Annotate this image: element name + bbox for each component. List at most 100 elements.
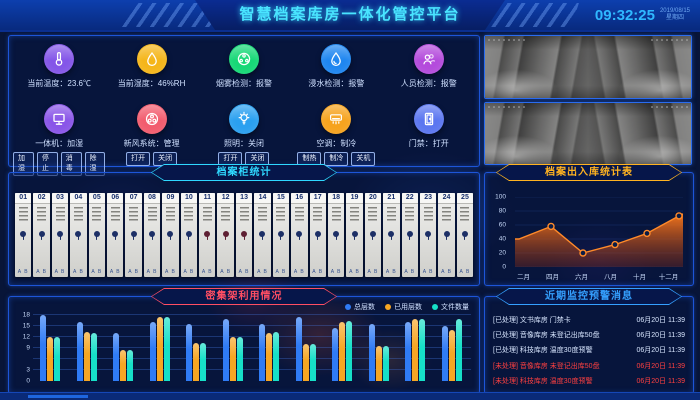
bar-group xyxy=(368,315,389,381)
x-tick-label: 十二月 xyxy=(658,274,679,281)
alert-message[interactable]: [未处理] 科技库房 温度30度预警 06月20日 11:39 xyxy=(493,377,685,385)
bar xyxy=(149,322,156,381)
bar xyxy=(382,346,389,381)
legend-dot-icon xyxy=(345,304,351,310)
alert-message[interactable]: [已处理] 文书库房 门禁卡 06月20日 11:39 xyxy=(493,317,685,325)
control-label: 新风系统：管理 xyxy=(123,139,180,148)
bar xyxy=(127,349,134,381)
y-tick-label: 100 xyxy=(495,193,506,201)
cabinet-19[interactable]: 19 A B xyxy=(346,193,363,277)
shelf-usage-panel: 密集架利用情况 总层数 已用层数 文件数量 18 15 12 9 3 0 xyxy=(8,296,480,394)
sensor-card-temperature[interactable]: 当前温度：23.6℃ xyxy=(13,39,105,99)
bar-group xyxy=(295,315,316,381)
cabinet-18[interactable]: 18 A B xyxy=(327,193,345,277)
y-tick-label: 9 xyxy=(26,344,30,352)
control-buttons: 制热 制冷 关机 xyxy=(297,152,376,166)
area-chart: 100 80 60 40 20 0 xyxy=(495,194,684,271)
cabinet-12[interactable]: 12 A B xyxy=(217,193,234,277)
y-tick-label: 40 xyxy=(498,235,506,243)
y-tick-label: 15 xyxy=(22,322,30,330)
cabinet-11[interactable]: 11 A B xyxy=(199,193,216,277)
bar xyxy=(441,326,448,381)
cabinet-16[interactable]: 16 A B xyxy=(291,193,308,277)
cctv-frame-1[interactable] xyxy=(484,35,692,99)
legend-item[interactable]: 文件数量 xyxy=(432,302,469,312)
control-button[interactable]: 制冷 xyxy=(324,152,349,166)
bar xyxy=(90,333,97,381)
cabinet-09[interactable]: 09 A B xyxy=(162,193,179,277)
sensor-card-humidity[interactable]: 当前湿度：46%RH xyxy=(105,39,197,99)
bar xyxy=(163,316,170,381)
sensor-card-smoke[interactable]: 烟雾检测：报警 xyxy=(198,39,290,99)
cctv-view xyxy=(588,102,691,164)
cabinet-08[interactable]: 08 A B xyxy=(143,193,161,277)
panel-title: 档案柜统计 xyxy=(216,167,272,178)
area-chart-x-labels: 二月 四月 六月 八月 十月 十二月 xyxy=(509,271,683,281)
bar xyxy=(193,342,200,381)
cabinet-10[interactable]: 10 A B xyxy=(180,193,198,277)
cabinet-23[interactable]: 23 A B xyxy=(419,193,437,277)
bar xyxy=(236,337,243,381)
control-button[interactable]: 打开 xyxy=(218,152,243,166)
cabinet-21[interactable]: 21 A B xyxy=(383,193,400,277)
panel-title: 近期监控预警消息 xyxy=(545,291,633,302)
clock-date-value: 2019/08/15 xyxy=(659,8,690,14)
bar xyxy=(309,344,316,381)
cabinet-22[interactable]: 22 A B xyxy=(401,193,418,277)
control-card-fresh-air[interactable]: 新风系统：管理 打开 关闭 xyxy=(105,99,197,176)
cabinet-01[interactable]: 01 A B xyxy=(15,193,32,277)
control-button[interactable]: 关闭 xyxy=(245,152,270,166)
legend-item[interactable]: 已用层数 xyxy=(385,302,422,312)
alert-message[interactable]: [已处理] 科技库房 温度30度预警 06月20日 11:39 xyxy=(493,347,685,355)
bar xyxy=(448,329,455,381)
cctv-view xyxy=(485,36,588,98)
legend-dot-icon xyxy=(385,304,391,310)
bar-group xyxy=(441,315,462,381)
page-title-band: 智慧档案库房一体化管控平台 xyxy=(195,0,505,30)
cabinet-17[interactable]: 17 A B xyxy=(309,193,326,277)
bar xyxy=(266,333,273,381)
clock-date: 2019/08/15 星期四 xyxy=(660,8,690,22)
control-card-all-in-one[interactable]: 一体机：加湿 加湿 停止 消毒 除湿 xyxy=(13,99,106,176)
bar xyxy=(339,322,346,381)
control-card-air-conditioner[interactable]: 空调：制冷 制热 制冷 关机 xyxy=(290,99,382,176)
cabinet-06[interactable]: 06 A B xyxy=(107,193,124,277)
cabinet-07[interactable]: 07 A B xyxy=(125,193,142,277)
cabinet-20[interactable]: 20 A B xyxy=(364,193,382,277)
cabinet-24[interactable]: 24 A B xyxy=(438,193,455,277)
legend-dot-icon xyxy=(432,304,438,310)
y-tick-label: 3 xyxy=(26,366,30,374)
sensor-card-water-leak[interactable]: 浸水检测：报警 xyxy=(290,39,382,99)
bar xyxy=(375,346,382,381)
cctv-frame-2[interactable] xyxy=(484,101,692,165)
cabinet-15[interactable]: 15 A B xyxy=(272,193,290,277)
cabinet-stats-panel: 档案柜统计 01 A B 02 A B 03 A B 04 A B 05 A B 06 A B 07 A … xyxy=(8,172,480,286)
sensor-label: 人员检测：报警 xyxy=(400,79,457,88)
y-tick-label: 12 xyxy=(22,333,30,341)
cabinet-13[interactable]: 13 A B xyxy=(235,193,253,277)
legend-item[interactable]: 总层数 xyxy=(345,302,375,312)
control-button[interactable]: 关闭 xyxy=(153,152,178,166)
x-tick-label: 六月 xyxy=(575,274,588,281)
y-tick-label: 0 xyxy=(502,263,506,271)
control-card-door-access[interactable]: 门禁：打开 xyxy=(383,99,475,176)
bar xyxy=(156,316,163,381)
cabinet-02[interactable]: 02 A B xyxy=(33,193,50,277)
control-card-lighting[interactable]: 照明：关闭 打开 关闭 xyxy=(198,99,290,176)
control-button[interactable]: 打开 xyxy=(126,152,151,166)
cabinet-04[interactable]: 04 A B xyxy=(70,193,87,277)
cabinet-25[interactable]: 25 A B xyxy=(456,193,474,277)
control-button[interactable]: 制热 xyxy=(297,152,322,166)
humidity-drop-icon xyxy=(136,44,167,74)
cabinet-05[interactable]: 05 A B xyxy=(88,193,106,277)
cabinet-14[interactable]: 14 A B xyxy=(254,193,271,277)
bar-group xyxy=(405,315,426,381)
bar xyxy=(120,349,127,381)
control-button[interactable]: 关机 xyxy=(351,152,376,166)
alert-message[interactable]: [未处理] 音像库房 未登记出库50盘 06月20日 11:39 xyxy=(493,362,685,370)
clock-time: 09:32:25 xyxy=(594,6,655,24)
alert-message[interactable]: [已处理] 音像库房 未登记出库50盘 06月20日 11:39 xyxy=(493,332,685,340)
cabinet-03[interactable]: 03 A B xyxy=(51,193,69,277)
sensor-card-person[interactable]: 人员检测：报警 xyxy=(383,39,475,99)
control-buttons: 打开 关闭 xyxy=(218,152,270,166)
